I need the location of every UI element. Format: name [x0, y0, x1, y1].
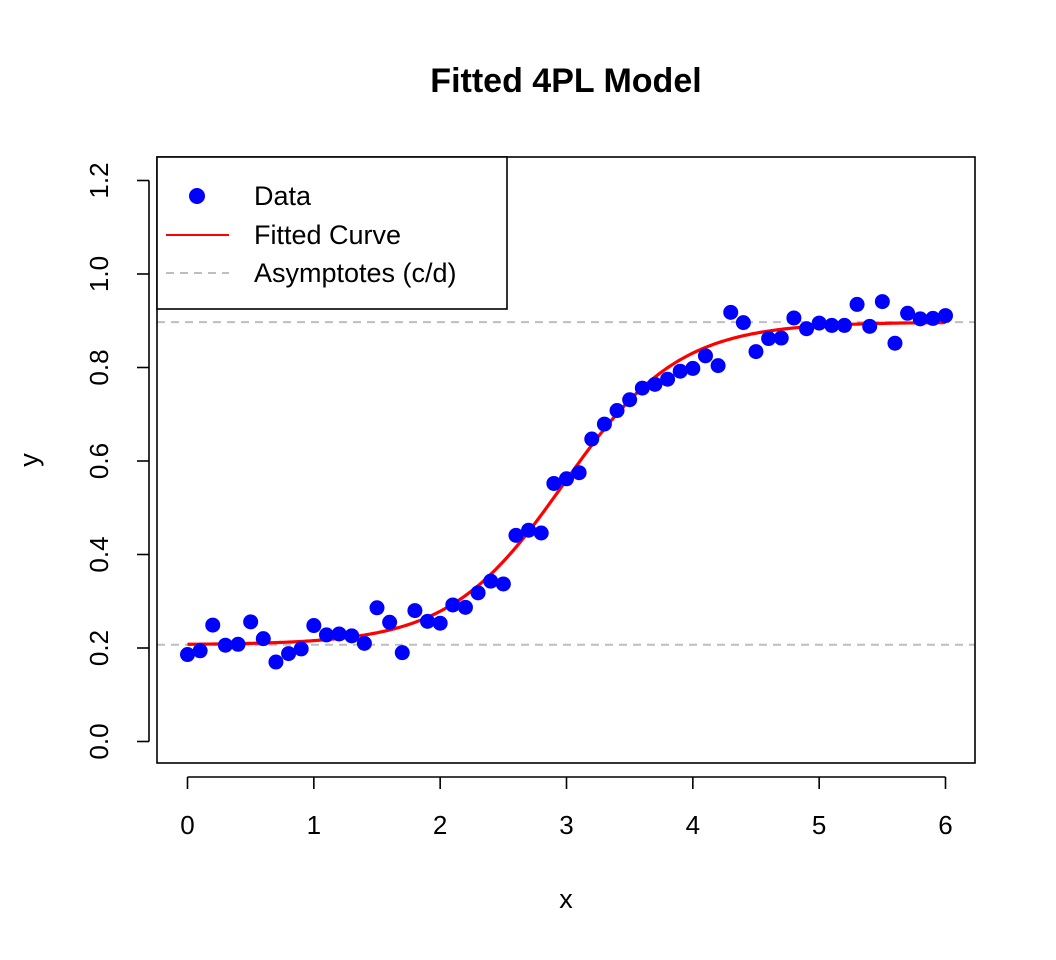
- legend-label-data: Data: [254, 181, 312, 211]
- data-point: [407, 603, 423, 619]
- data-point: [331, 626, 347, 642]
- data-point: [559, 471, 574, 487]
- plot-frame: [156, 156, 976, 764]
- legend: Data Fitted Curve Asymptotes (c/d): [156, 156, 508, 310]
- data-point: [394, 645, 410, 661]
- data-point: [445, 597, 461, 613]
- y-tick-label: 0.4: [84, 536, 114, 572]
- data-point: [685, 360, 701, 376]
- y-tick-label: 1.2: [84, 162, 114, 198]
- y-axis: 0.0 0.2 0.4 0.6 0.8 1.0 1.2: [84, 162, 150, 760]
- x-tick-label: 2: [433, 810, 447, 840]
- data-point: [710, 358, 726, 374]
- data-point: [786, 310, 802, 326]
- data-point: [735, 315, 751, 331]
- data-point: [192, 643, 208, 659]
- asymptote-lines: [157, 321, 975, 646]
- data-point: [521, 522, 537, 538]
- data-point: [483, 573, 499, 589]
- x-tick-label: 6: [938, 810, 952, 840]
- data-point: [356, 635, 372, 651]
- data-point: [748, 344, 764, 360]
- data-point: [584, 431, 600, 447]
- data-point: [533, 525, 549, 541]
- data-point: [457, 599, 473, 615]
- data-point: [180, 647, 195, 663]
- legend-box: [156, 156, 508, 310]
- data-point: [697, 348, 713, 364]
- data-point: [836, 317, 852, 333]
- data-point: [432, 615, 448, 631]
- data-point: [938, 308, 953, 324]
- data-point: [205, 617, 221, 633]
- x-tick-label: 0: [180, 810, 194, 840]
- y-tick-label: 0.0: [84, 723, 114, 759]
- data-point: [470, 585, 486, 601]
- x-axis-label: x: [559, 884, 573, 914]
- data-point: [912, 311, 928, 327]
- data-point: [773, 330, 789, 346]
- data-point: [799, 321, 815, 337]
- data-point: [723, 304, 739, 320]
- data-point: [230, 636, 246, 652]
- data-point: [824, 317, 840, 333]
- legend-label-asymptotes: Asymptotes (c/d): [254, 258, 457, 288]
- data-point: [243, 614, 259, 630]
- data-points: [180, 294, 953, 670]
- data-point: [660, 371, 676, 387]
- x-axis: 0 1 2 3 4 5 6: [180, 776, 953, 840]
- data-point: [255, 631, 271, 647]
- data-point: [369, 600, 385, 616]
- data-point: [761, 331, 777, 347]
- legend-point-marker: [189, 188, 205, 204]
- data-point: [293, 641, 309, 657]
- data-point: [900, 305, 916, 321]
- data-point: [281, 646, 297, 662]
- data-point: [508, 527, 524, 543]
- data-point: [887, 335, 903, 351]
- data-point: [382, 614, 398, 630]
- data-point: [596, 416, 612, 432]
- data-point: [634, 380, 650, 396]
- data-point: [546, 475, 562, 491]
- data-point: [874, 294, 890, 310]
- data-point: [622, 392, 638, 408]
- data-point: [849, 296, 865, 312]
- legend-label-fitted-curve: Fitted Curve: [254, 220, 401, 250]
- data-point: [318, 627, 334, 643]
- data-point: [811, 315, 827, 331]
- y-axis-label: y: [14, 453, 44, 467]
- data-point: [862, 318, 878, 334]
- x-tick-label: 5: [812, 810, 826, 840]
- x-tick-label: 1: [307, 810, 321, 840]
- data-point: [647, 376, 663, 392]
- y-tick-label: 1.0: [84, 256, 114, 292]
- data-point: [495, 576, 511, 592]
- chart-title: Fitted 4PL Model: [430, 62, 701, 100]
- data-point: [344, 628, 360, 644]
- data-point: [609, 403, 625, 419]
- data-point: [268, 654, 284, 670]
- data-point: [672, 363, 688, 379]
- y-tick-label: 0.2: [84, 630, 114, 666]
- data-point: [571, 465, 587, 481]
- data-point: [306, 618, 322, 634]
- x-tick-label: 4: [686, 810, 700, 840]
- data-point: [420, 613, 436, 629]
- y-tick-label: 0.6: [84, 443, 114, 479]
- x-tick-label: 3: [559, 810, 573, 840]
- y-tick-label: 0.8: [84, 349, 114, 385]
- data-point: [217, 637, 233, 653]
- data-point: [925, 310, 941, 326]
